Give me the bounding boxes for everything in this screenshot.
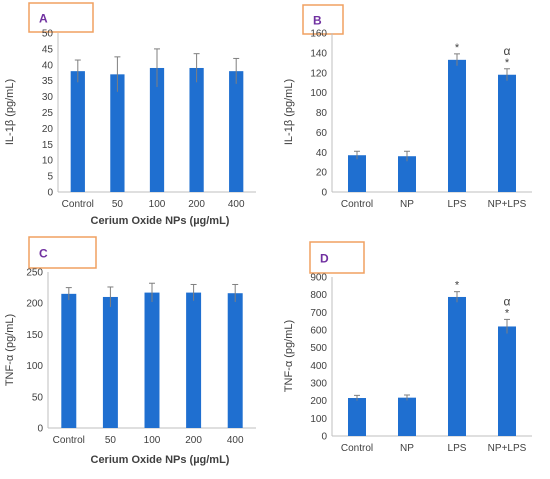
significance-annotation: α bbox=[504, 294, 511, 308]
panel-label: C bbox=[39, 247, 48, 261]
bar bbox=[186, 292, 202, 428]
significance-annotation: * bbox=[455, 42, 460, 54]
x-tick-label: NP+LPS bbox=[488, 443, 527, 454]
y-tick-label: 40 bbox=[42, 60, 54, 71]
x-tick-label: 100 bbox=[144, 435, 161, 446]
chart-panel-c: C 0 50 100 150 200 250 TNF-α (pg/mL) Control 50 10… bbox=[4, 236, 256, 466]
bar bbox=[229, 71, 244, 192]
y-tick-label: 600 bbox=[310, 326, 327, 337]
y-tick-label: 0 bbox=[47, 188, 53, 199]
y-tick-label: 5 bbox=[47, 172, 53, 183]
panel-label-box bbox=[28, 2, 94, 33]
panel-label: A bbox=[39, 12, 48, 26]
bar bbox=[398, 156, 416, 192]
y-tick-label: 100 bbox=[310, 88, 327, 99]
y-tick-label: 15 bbox=[42, 140, 54, 151]
y-tick-label: 30 bbox=[42, 92, 54, 103]
bar bbox=[102, 296, 118, 428]
bar bbox=[144, 292, 160, 428]
y-tick-label: 25 bbox=[42, 108, 54, 119]
y-tick-label: 35 bbox=[42, 76, 54, 87]
x-tick-label: Control bbox=[62, 199, 94, 210]
bar bbox=[149, 67, 165, 192]
y-tick-label: 45 bbox=[42, 44, 54, 55]
chart-panel-d: D 0 100 200 300 400 500 600 700 800 900 TNF-α (pg/m… bbox=[283, 241, 532, 454]
y-axis-label: IL-1β (pg/mL) bbox=[283, 79, 295, 145]
y-tick-label: 140 bbox=[310, 48, 327, 59]
x-tick-label: Control bbox=[341, 443, 373, 454]
y-tick-label: 400 bbox=[310, 361, 327, 372]
bar bbox=[348, 155, 366, 192]
y-tick-label: 200 bbox=[26, 299, 43, 310]
y-tick-label: 60 bbox=[316, 128, 328, 139]
bar bbox=[398, 397, 416, 436]
y-tick-label: 50 bbox=[32, 392, 44, 403]
significance-annotation: α bbox=[504, 44, 511, 58]
bar bbox=[61, 293, 77, 428]
x-tick-label: Control bbox=[53, 435, 85, 446]
y-tick-label: 800 bbox=[310, 290, 327, 301]
y-tick-label: 120 bbox=[310, 68, 327, 79]
bar bbox=[348, 398, 366, 436]
panel-label: B bbox=[313, 14, 322, 28]
y-tick-label: 50 bbox=[42, 29, 54, 40]
x-axis-label: Cerium Oxide NPs (µg/mL) bbox=[91, 215, 230, 227]
chart-panel-b: B 0 20 40 60 80 100 120 140 160 IL-1β (pg/mL) Contr… bbox=[283, 4, 532, 210]
y-axis-label: TNF-α (pg/mL) bbox=[283, 320, 295, 392]
x-tick-label: 400 bbox=[227, 435, 244, 446]
bar bbox=[498, 74, 516, 192]
panel-label-box bbox=[309, 241, 365, 274]
y-tick-label: 700 bbox=[310, 308, 327, 319]
y-tick-label: 0 bbox=[321, 188, 327, 199]
y-tick-label: 10 bbox=[42, 156, 54, 167]
y-axis-label: TNF-α (pg/mL) bbox=[4, 314, 16, 386]
y-tick-label: 250 bbox=[26, 268, 43, 279]
bar bbox=[70, 71, 85, 192]
x-tick-label: 50 bbox=[105, 435, 117, 446]
significance-annotation: * bbox=[455, 280, 460, 292]
bar bbox=[227, 293, 243, 428]
x-tick-label: LPS bbox=[448, 199, 467, 210]
y-tick-label: 100 bbox=[310, 414, 327, 425]
x-tick-label: Control bbox=[341, 199, 373, 210]
x-axis-label: Cerium Oxide NPs (µg/mL) bbox=[91, 454, 230, 466]
x-tick-label: LPS bbox=[448, 443, 467, 454]
y-tick-label: 0 bbox=[37, 424, 43, 435]
chart-panel-a: A 0 5 10 15 20 25 30 35 40 45 50 IL-1β (pg/mL) Contro… bbox=[4, 2, 256, 227]
x-tick-label: 50 bbox=[112, 199, 124, 210]
x-tick-label: 100 bbox=[149, 199, 166, 210]
significance-annotation: * bbox=[505, 307, 510, 319]
y-tick-label: 300 bbox=[310, 379, 327, 390]
y-tick-label: 80 bbox=[316, 108, 328, 119]
significance-annotation: * bbox=[505, 57, 510, 69]
y-tick-label: 160 bbox=[310, 29, 327, 40]
y-tick-label: 20 bbox=[42, 124, 54, 135]
x-tick-label: 200 bbox=[185, 435, 202, 446]
x-tick-label: NP+LPS bbox=[488, 199, 527, 210]
bar bbox=[189, 67, 204, 192]
x-tick-label: 200 bbox=[188, 199, 205, 210]
y-tick-label: 150 bbox=[26, 330, 43, 341]
y-tick-label: 20 bbox=[316, 168, 328, 179]
x-tick-label: NP bbox=[400, 199, 414, 210]
panel-label-box bbox=[302, 4, 344, 35]
bar bbox=[448, 59, 466, 192]
bar bbox=[448, 296, 466, 436]
panel-label: D bbox=[320, 252, 329, 266]
y-axis-label: IL-1β (pg/mL) bbox=[4, 79, 16, 145]
bar bbox=[498, 326, 516, 436]
y-tick-label: 500 bbox=[310, 343, 327, 354]
y-tick-label: 200 bbox=[310, 396, 327, 407]
y-tick-label: 100 bbox=[26, 361, 43, 372]
panel-label-box bbox=[28, 236, 97, 269]
y-tick-label: 900 bbox=[310, 273, 327, 284]
bar bbox=[110, 74, 125, 192]
y-tick-label: 0 bbox=[321, 432, 327, 443]
x-tick-label: 400 bbox=[228, 199, 245, 210]
y-tick-label: 40 bbox=[316, 148, 328, 159]
x-tick-label: NP bbox=[400, 443, 414, 454]
